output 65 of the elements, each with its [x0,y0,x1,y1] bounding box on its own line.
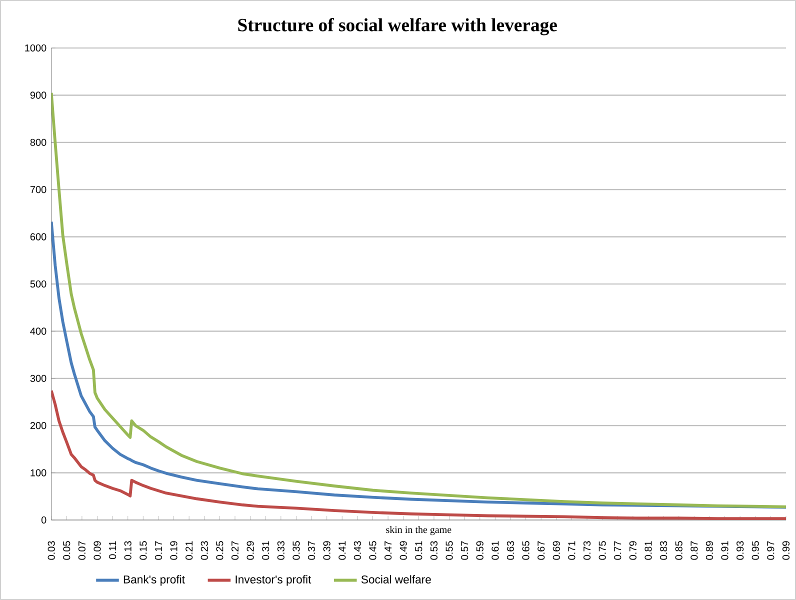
x-tick-label: 0.23 [200,541,208,560]
x-tick-label: 0.35 [292,541,300,560]
x-tick-label: 0.45 [369,541,376,560]
x-tick-label: 0.57 [461,541,468,560]
x-tick-label: 0.71 [568,541,576,560]
x-tick-label: 0.75 [598,541,606,560]
x-tick-label: 0.87 [690,541,698,560]
x-tick-label: 0.97 [767,541,774,560]
x-tick-label: 0.33 [277,541,284,560]
x-tick-label: 0.27 [231,541,239,560]
y-tick-label: 500 [30,280,46,288]
x-tick-label: 0.59 [476,541,484,560]
y-tick-label: 700 [30,186,46,194]
x-tick-label: 0.91 [721,541,728,560]
x-tick-label: 0.43 [354,541,361,560]
x-tick-label: 0.41 [338,541,346,560]
chart-title: Structure of social welfare with leverage [238,18,557,36]
y-tick-label: 600 [30,233,46,240]
x-tick-label: 0.99 [782,541,790,560]
x-tick-label: 0.83 [660,541,668,560]
x-tick-label: 0.07 [78,541,86,560]
x-tick-label: 0.29 [246,541,254,560]
x-tick-label: 0.51 [415,541,422,560]
legend-label: Bank's profit [124,575,185,586]
x-tick-label: 0.93 [736,541,744,560]
legend-label: Investor's profit [236,575,312,586]
x-tick-label: 0.37 [308,541,316,560]
y-tick-label: 1000 [25,44,46,52]
x-tick-label: 0.81 [644,541,652,560]
x-tick-label: 0.25 [216,541,224,560]
x-tick-label: 0.11 [109,541,116,560]
x-tick-label: 0.55 [446,541,453,560]
y-tick-label: 0 [41,516,46,524]
y-tick-label: 100 [30,469,46,476]
x-tick-label: 0.09 [94,541,101,560]
x-tick-label: 0.77 [614,541,622,560]
x-tick-label: 0.19 [170,541,178,560]
x-tick-label: 0.89 [706,541,714,560]
x-tick-label: 0.39 [323,541,330,560]
y-tick-label: 200 [30,422,46,430]
x-tick-label: 0.49 [400,541,407,560]
x-tick-label: 0.65 [522,541,530,560]
x-tick-label: 0.63 [506,541,514,560]
y-tick-label: 300 [30,374,46,382]
y-tick-label: 400 [30,328,46,335]
x-tick-label: 0.15 [140,541,147,560]
x-tick-label: 0.13 [124,541,132,560]
x-tick-label: 0.95 [752,541,759,560]
x-tick-label: 0.73 [583,541,591,560]
y-tick-label: 900 [30,92,46,99]
x-tick-label: 0.47 [384,541,392,560]
x-tick-label: 0.85 [675,541,682,560]
y-tick-label: 800 [30,138,46,146]
x-tick-label: 0.05 [63,541,70,560]
x-tick-label: 0.21 [186,541,193,560]
x-tick-label: 0.53 [430,541,438,560]
x-tick-label: 0.17 [154,541,162,560]
x-tick-label: 0.69 [552,541,560,560]
x-tick-label: 0.03 [48,541,55,560]
x-tick-label: 0.61 [492,541,499,560]
x-tick-label: 0.67 [538,541,545,560]
legend-label: Social welfare [361,575,431,584]
x-tick-label: 0.31 [262,541,270,560]
x-tick-label: 0.79 [629,541,636,560]
x-axis-title: skin in the game [386,526,452,536]
